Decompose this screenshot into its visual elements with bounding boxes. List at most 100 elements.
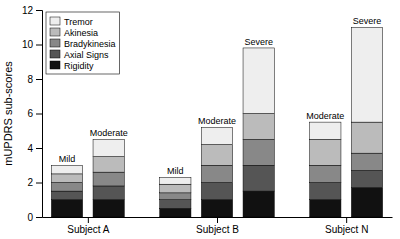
bar-segment <box>243 114 274 140</box>
bar-segment <box>93 200 124 217</box>
y-tick-mark <box>36 217 42 218</box>
y-tick-label: 2 <box>27 177 33 188</box>
legend-label: Rigidity <box>64 61 94 71</box>
series <box>51 114 382 193</box>
chart: 0 2 4 6 8 10 12 Subject A Subject B Subject N mUPD… <box>0 0 400 239</box>
x-axis: Subject A Subject B Subject N <box>43 217 393 235</box>
y-tick: 10 <box>22 39 42 50</box>
x-tick: Subject N <box>325 217 368 235</box>
y-tick-label: 10 <box>22 39 34 50</box>
bar-segment <box>160 184 191 193</box>
legend-frame <box>46 12 120 74</box>
legend-item: Akinesia <box>50 28 98 38</box>
series <box>51 27 382 184</box>
y-tick-mark <box>36 10 42 11</box>
legend-label: Bradykinesia <box>64 39 116 49</box>
bar-segment <box>310 183 341 200</box>
bar-label: Mild <box>59 154 76 164</box>
y-tick-label: 12 <box>22 5 34 16</box>
bar-segment <box>351 153 382 170</box>
y-tick-mark <box>36 148 42 149</box>
bar-segment <box>160 193 191 200</box>
bar-segment <box>310 200 341 217</box>
y-tick-mark <box>36 79 42 80</box>
legend-item: Bradykinesia <box>50 39 116 49</box>
plot: 0 2 4 6 8 10 12 Subject A Subject B Subject N mUPD… <box>2 5 393 235</box>
x-tick-label: Subject A <box>67 224 110 235</box>
bar-segment <box>51 165 82 174</box>
bar-segment <box>351 122 382 153</box>
y-tick-mark <box>36 45 42 46</box>
bar-label: Mild <box>167 166 184 176</box>
legend-label: Tremor <box>64 17 93 27</box>
bar-segment <box>51 200 82 217</box>
bar-segment <box>351 27 382 122</box>
legend-label: Akinesia <box>64 28 98 38</box>
legend-swatch <box>50 17 60 25</box>
y-axis: 0 2 4 6 8 10 12 <box>22 5 43 223</box>
x-tick-label: Subject B <box>196 224 239 235</box>
y-tick: 4 <box>27 143 42 154</box>
y-tick: 12 <box>22 5 42 16</box>
bar-segment <box>310 139 341 165</box>
y-tick-label: 4 <box>27 143 33 154</box>
y-tick: 6 <box>27 108 42 119</box>
x-tick-mark <box>88 217 89 223</box>
bar-segment <box>93 172 124 186</box>
bar-segment <box>351 188 382 217</box>
bar-segment <box>201 145 232 166</box>
x-tick-mark <box>346 217 347 223</box>
bar-segment <box>51 191 82 200</box>
bar-segment <box>93 186 124 200</box>
bars <box>51 27 382 217</box>
bar-label: Severe <box>244 37 273 47</box>
bar-segment <box>51 174 82 183</box>
legend-item: Rigidity <box>50 61 94 71</box>
legend-swatch <box>50 28 60 36</box>
bar-segment <box>243 139 274 165</box>
bar-segment <box>243 165 274 191</box>
bar-segment <box>93 139 124 156</box>
bar-segment <box>160 208 191 217</box>
legend-item: Tremor <box>50 17 93 27</box>
y-tick-mark <box>36 183 42 184</box>
bar-segment <box>160 177 191 184</box>
bar-segment <box>93 157 124 173</box>
x-tick-label: Subject N <box>325 224 368 235</box>
bar-segment <box>160 200 191 209</box>
x-tick: Subject B <box>196 217 239 235</box>
bar-segment <box>310 165 341 182</box>
y-tick-label: 8 <box>27 74 33 85</box>
bar-segment <box>201 127 232 144</box>
y-tick: 8 <box>27 74 42 85</box>
bar-segment <box>201 165 232 182</box>
series <box>51 139 382 199</box>
x-tick-mark <box>217 217 218 223</box>
bar-segment <box>310 122 341 139</box>
y-tick: 2 <box>27 177 42 188</box>
bar-label: Severe <box>353 16 382 26</box>
y-tick-mark <box>36 114 42 115</box>
legend-item: Axial Signs <box>50 50 109 60</box>
y-tick-label: 0 <box>27 212 33 223</box>
legend: TremorAkinesiaBradykinesiaAxial SignsRig… <box>46 12 120 74</box>
bar-segment <box>351 170 382 187</box>
legend-label: Axial Signs <box>64 50 109 60</box>
x-tick: Subject A <box>67 217 110 235</box>
bar-segment <box>201 183 232 200</box>
bar-label: Moderate <box>198 116 236 126</box>
legend-swatch <box>50 39 60 47</box>
y-axis-title: mUPDRS sub-scores <box>2 61 14 166</box>
bar-label: Moderate <box>90 128 128 138</box>
y-tick: 0 <box>27 212 42 223</box>
bar-segment <box>243 191 274 217</box>
bar-label: Moderate <box>306 111 344 121</box>
y-tick-label: 6 <box>27 108 33 119</box>
bar-segment <box>201 200 232 217</box>
y-axis-line <box>36 11 43 218</box>
bar-segment <box>51 183 82 192</box>
legend-swatch <box>50 50 60 58</box>
bar-segment <box>243 48 274 114</box>
legend-swatch <box>50 61 60 69</box>
bar-labels: Mild Moderate Mild Moderate Severe Moderate Se… <box>59 16 382 176</box>
